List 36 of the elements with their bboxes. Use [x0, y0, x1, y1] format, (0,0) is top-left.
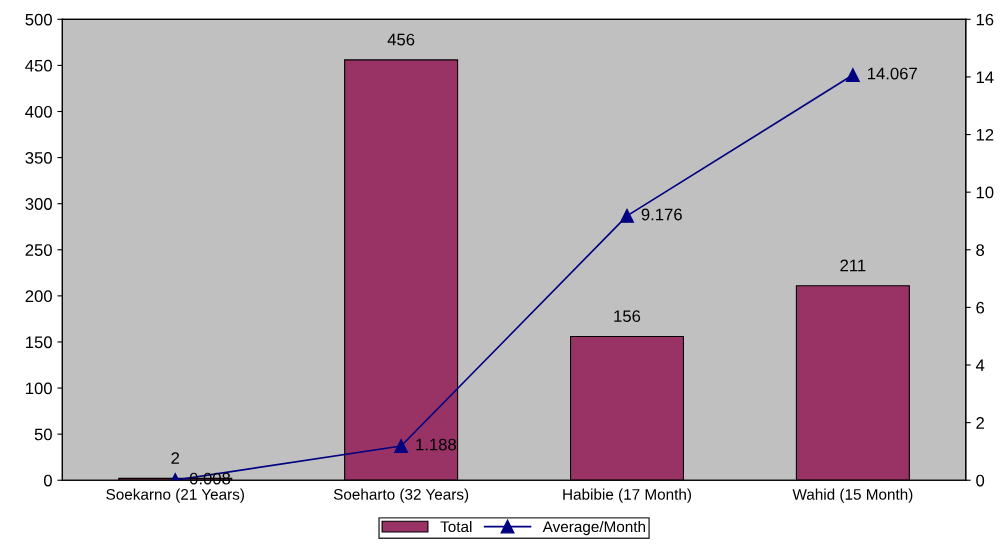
y2-tick-label: 0	[976, 474, 985, 487]
y2-tick-label: 6	[976, 301, 985, 314]
data-label: 9.176	[641, 208, 682, 221]
data-label: 211	[840, 259, 866, 272]
x-tick-label: Wahid (15 Month)	[792, 488, 913, 503]
point	[394, 439, 409, 453]
y2-tick-label: 14	[976, 71, 994, 83]
data-label: 156	[614, 310, 641, 323]
y2-tick-label: 12	[976, 128, 994, 141]
data-label: 2	[171, 452, 180, 464]
point	[620, 208, 634, 223]
legend-label: Total	[440, 520, 472, 533]
legend-label: Average/Month	[542, 520, 646, 536]
y2-tick-label: 2	[976, 417, 984, 429]
data-label: 1.188	[416, 438, 456, 451]
y-tick-label: 50	[34, 428, 52, 441]
point	[845, 68, 860, 82]
y-tick-label: 0	[43, 474, 52, 487]
x-tick-label: Soekarno (21 Years)	[106, 488, 244, 503]
y-tick-label: 400	[25, 105, 52, 118]
x-tick-label: Habibie (17 Month)	[563, 488, 692, 503]
y-tick-label: 450	[25, 59, 52, 72]
y-tick-label: 150	[26, 336, 52, 349]
y-tick-label: 200	[25, 290, 52, 303]
y2-tick-label: 16	[976, 13, 994, 26]
y2-tick-label: 4	[975, 359, 985, 372]
data-label: 14.067	[868, 67, 917, 80]
y-tick-label: 300	[25, 198, 52, 210]
data-label: 456	[387, 33, 415, 46]
y-tick-label: 100	[26, 382, 52, 395]
y-tick-label: 500	[25, 13, 52, 26]
y2-tick-label: 8	[976, 244, 985, 256]
y-tick-label: 250	[25, 244, 52, 256]
x-tick-label: Soeharto (32 Years)	[333, 488, 469, 503]
y-tick-label: 350	[25, 152, 52, 164]
y2-tick-label: 10	[976, 186, 994, 199]
